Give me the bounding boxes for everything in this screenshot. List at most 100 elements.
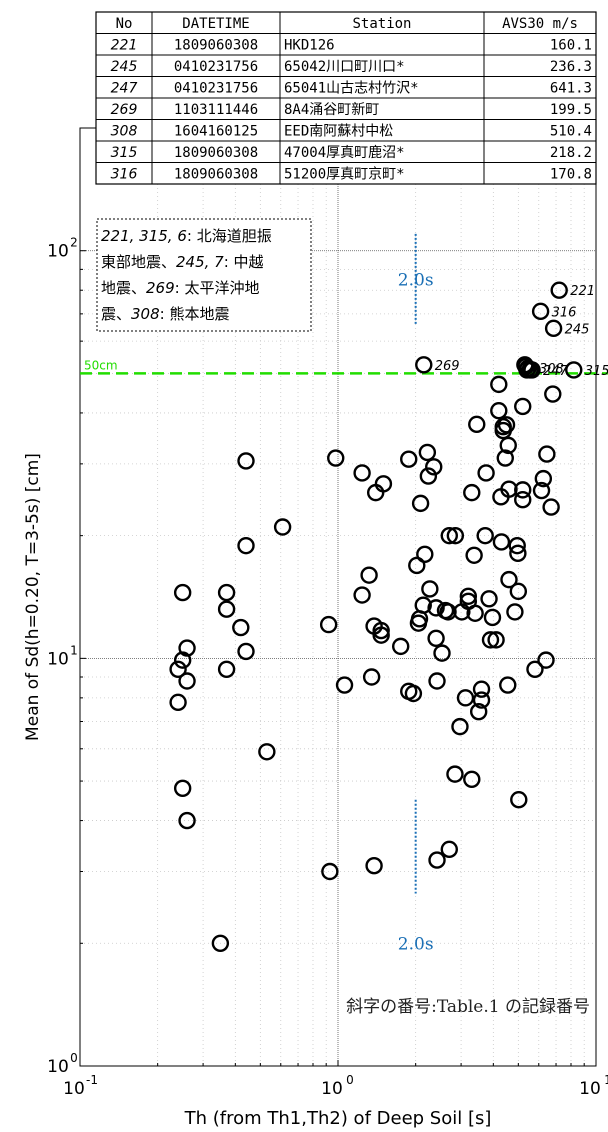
- data-point: [319, 615, 338, 634]
- y-tick-label: 10 2: [47, 236, 78, 262]
- data-point: [178, 811, 196, 830]
- table-cell-no: 247: [111, 81, 138, 97]
- data-point: [510, 791, 528, 809]
- data-point: [425, 458, 443, 476]
- data-point: [374, 475, 393, 493]
- table-cell-avs30: 199.5: [550, 102, 592, 118]
- note-segment: 震、: [101, 305, 131, 323]
- data-point: [433, 644, 451, 662]
- data-point: [456, 689, 475, 707]
- data-point: [514, 397, 532, 416]
- data-point: [362, 668, 381, 686]
- table-cell-station: 65042川口町川口*: [284, 59, 405, 75]
- note-segment: 地震、: [101, 279, 146, 297]
- data-point: [509, 582, 528, 601]
- table-cell-no: 308: [111, 124, 138, 140]
- data-point-label: 245: [565, 322, 590, 337]
- data-point: [169, 660, 187, 679]
- data-point: [463, 770, 481, 789]
- data-point: [411, 494, 430, 513]
- note-segment: 245, 7: [176, 253, 224, 271]
- table-header-cell: DATETIME: [182, 16, 249, 32]
- x-tick-label: 101: [579, 1073, 608, 1099]
- records-table: No DATETIME Station AVS30 m/s 221 1809060308 H…: [95, 11, 597, 185]
- data-point: [490, 402, 508, 420]
- data-point: [400, 450, 418, 468]
- data-point: [237, 536, 255, 555]
- data-point: [360, 566, 378, 584]
- data-point-label: 308: [539, 362, 564, 377]
- data-point: [428, 851, 446, 869]
- table-cell-avs30: 160.1: [550, 38, 592, 54]
- data-point: [217, 583, 236, 602]
- reference-line-label: 50cm: [84, 358, 118, 372]
- data-point: [468, 415, 486, 434]
- data-point: [483, 608, 502, 627]
- data-point-label: 247: [543, 364, 569, 379]
- y-tick-label: 10 1: [47, 643, 78, 669]
- table-cell-no: 315: [111, 145, 138, 161]
- note-line: 東部地震、245, 7: 中越: [101, 253, 264, 271]
- data-point: [321, 862, 339, 881]
- data-point: [481, 631, 500, 649]
- data-point: [537, 651, 555, 669]
- table-cell-avs30: 641.3: [550, 81, 592, 97]
- y-tick-exponent: 0: [70, 1051, 78, 1065]
- data-point: [327, 449, 345, 467]
- data-point-label: 269: [435, 359, 460, 374]
- note-segment: : 太平洋沖地: [175, 279, 260, 297]
- data-point: [427, 629, 445, 647]
- x-tick-label: 10 0: [321, 1073, 354, 1099]
- data-point: [492, 533, 511, 551]
- data-point: [335, 676, 354, 694]
- note-segment: 221, 315, 6: [101, 227, 187, 245]
- data-point: [446, 526, 465, 545]
- data-point: [523, 361, 541, 379]
- data-point: [499, 436, 517, 455]
- y-tick-base: 10: [47, 1057, 69, 1077]
- data-point: [232, 618, 250, 637]
- data-point: [542, 498, 560, 516]
- data-point-label: 315: [585, 364, 608, 379]
- period-marker-label: 2.0s: [398, 934, 434, 954]
- table-cell-station: HKD126: [284, 38, 335, 54]
- data-point: [427, 599, 445, 617]
- y-tick-exponent: 1: [70, 643, 78, 657]
- table-cell-datetime: 0410231756: [174, 59, 258, 75]
- note-line: 地震、269: 太平洋沖地: [101, 279, 259, 297]
- data-point: [465, 546, 483, 564]
- data-point: [508, 536, 526, 555]
- data-point: [472, 680, 491, 698]
- data-point: [414, 596, 432, 614]
- table-cell-datetime: 1604160125: [174, 124, 258, 140]
- data-point: [466, 604, 484, 622]
- table-cell-station: 47004厚真町鹿沼*: [284, 144, 405, 161]
- data-point: [531, 302, 550, 321]
- data-point: [487, 631, 505, 649]
- table-cell-datetime: 1809060308: [174, 38, 258, 54]
- data-point: [416, 545, 434, 563]
- table-cell-no: 245: [111, 59, 138, 75]
- data-point: [544, 319, 563, 338]
- x-tick-base: 10: [579, 1079, 601, 1099]
- data-point: [534, 469, 553, 488]
- data-point: [565, 361, 583, 379]
- table-cell-no: 269: [111, 102, 138, 118]
- data-point: [490, 375, 508, 394]
- data-point: [419, 467, 438, 485]
- table-cell-datetime: 1103111446: [174, 102, 258, 118]
- data-point: [532, 481, 551, 500]
- data-point: [451, 717, 469, 736]
- table-header-cell: Station: [352, 16, 411, 32]
- table-cell-datetime: 0410231756: [174, 81, 258, 97]
- data-point: [237, 642, 255, 661]
- data-point: [459, 587, 478, 605]
- x-tick-exponent: 1: [604, 1073, 608, 1087]
- data-point: [408, 556, 426, 575]
- data-point: [365, 856, 383, 875]
- table-cell-station: 51200厚真町京町*: [284, 167, 405, 183]
- data-point: [404, 684, 423, 703]
- data-point: [509, 544, 527, 563]
- data-point: [476, 526, 494, 545]
